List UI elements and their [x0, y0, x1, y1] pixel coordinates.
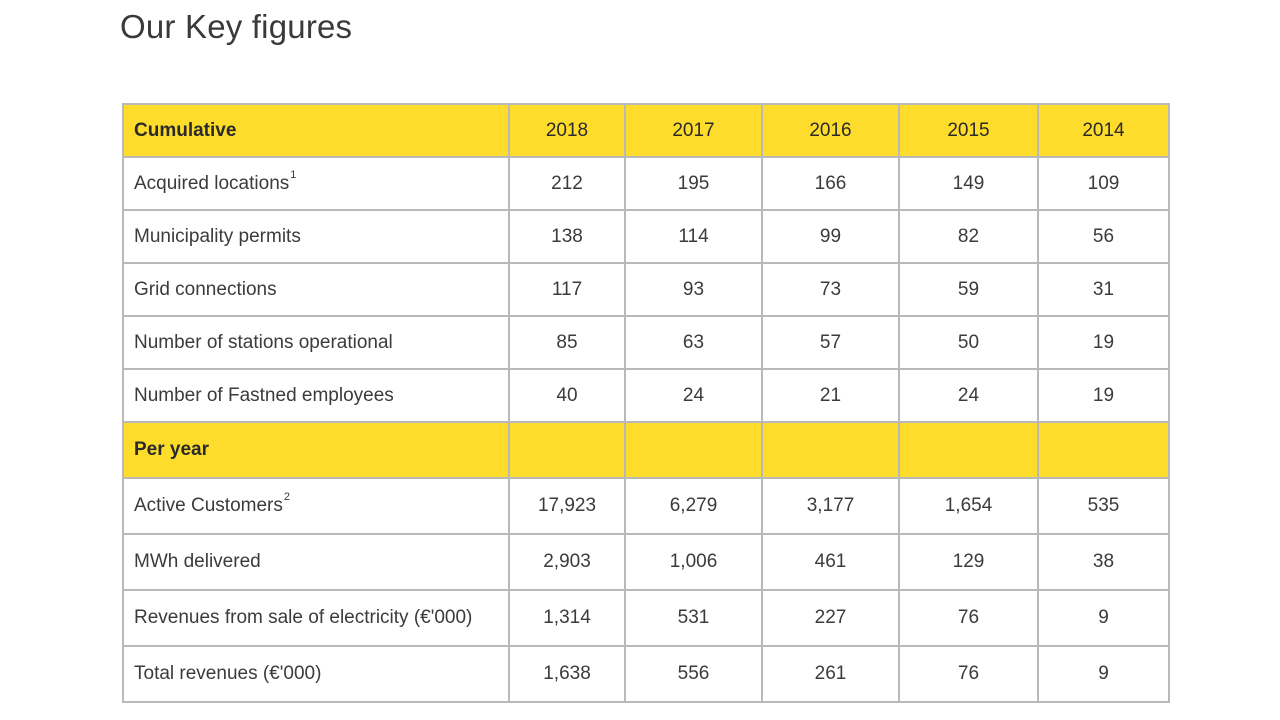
table-cell: 24 — [898, 368, 1039, 423]
table-row-active-customers: Active Customers2 17,923 6,279 3,177 1,6… — [122, 477, 1170, 535]
year-header: 2016 — [761, 103, 900, 158]
table-cell: 1,654 — [898, 477, 1039, 535]
table-cell: 59 — [898, 262, 1039, 317]
row-label: Municipality permits — [122, 209, 510, 264]
key-figures-table: Cumulative 2018 2017 2016 2015 2014 Acqu… — [122, 103, 1170, 703]
row-label: Active Customers — [134, 495, 283, 516]
table-cell: 129 — [898, 533, 1039, 591]
row-label: Acquired locations — [134, 172, 290, 194]
table-cell: 9 — [1037, 645, 1170, 703]
table-cell: 195 — [624, 156, 763, 211]
table-cell: 556 — [624, 645, 763, 703]
row-label-cell: Acquired locations1 — [122, 156, 510, 211]
row-label-cell: Active Customers2 — [122, 477, 510, 535]
table-cell: 17,923 — [508, 477, 626, 535]
table-row-grid-connections: Grid connections 117 93 73 59 31 — [122, 262, 1170, 317]
footnote-marker: 2 — [283, 491, 290, 503]
table-cell — [1037, 421, 1170, 479]
table-cell: 2,903 — [508, 533, 626, 591]
table-cell: 57 — [761, 315, 900, 370]
row-label: Revenues from sale of electricity (€'000… — [122, 589, 510, 647]
page-title: Our Key figures — [120, 8, 353, 45]
table-row-employees: Number of Fastned employees 40 24 21 24 … — [122, 368, 1170, 423]
table-row-municipality-permits: Municipality permits 138 114 99 82 56 — [122, 209, 1170, 264]
table-row-mwh-delivered: MWh delivered 2,903 1,006 461 129 38 — [122, 533, 1170, 591]
table-cell: 138 — [508, 209, 626, 264]
table-cell: 114 — [624, 209, 763, 264]
table-cell: 117 — [508, 262, 626, 317]
table-row-total-revenues: Total revenues (€'000) 1,638 556 261 76 … — [122, 645, 1170, 703]
table-cell: 19 — [1037, 315, 1170, 370]
year-header: 2018 — [508, 103, 626, 158]
section-label-per-year: Per year — [122, 421, 510, 479]
table-cell: 85 — [508, 315, 626, 370]
table-cell: 24 — [624, 368, 763, 423]
year-header: 2014 — [1037, 103, 1170, 158]
table-cell: 109 — [1037, 156, 1170, 211]
table-row-stations-operational: Number of stations operational 85 63 57 … — [122, 315, 1170, 370]
table-cell: 1,006 — [624, 533, 763, 591]
table-cell: 21 — [761, 368, 900, 423]
table-cell: 531 — [624, 589, 763, 647]
table-cell: 82 — [898, 209, 1039, 264]
table-row-acquired-locations: Acquired locations1 212 195 166 149 109 — [122, 156, 1170, 211]
table-cell: 40 — [508, 368, 626, 423]
table-header-row: Cumulative 2018 2017 2016 2015 2014 — [122, 103, 1170, 158]
table-cell: 3,177 — [761, 477, 900, 535]
table-cell: 99 — [761, 209, 900, 264]
row-label: Total revenues (€'000) — [122, 645, 510, 703]
footnote-marker: 1 — [290, 168, 297, 181]
table-cell: 76 — [898, 645, 1039, 703]
table-cell: 9 — [1037, 589, 1170, 647]
year-header: 2015 — [898, 103, 1039, 158]
table-cell: 261 — [761, 645, 900, 703]
table-cell: 6,279 — [624, 477, 763, 535]
table-cell: 1,638 — [508, 645, 626, 703]
row-label: MWh delivered — [122, 533, 510, 591]
table-cell: 56 — [1037, 209, 1170, 264]
table-cell: 149 — [898, 156, 1039, 211]
table-cell — [898, 421, 1039, 479]
row-label: Number of stations operational — [122, 315, 510, 370]
table-cell — [761, 421, 900, 479]
table-row-revenues-electricity: Revenues from sale of electricity (€'000… — [122, 589, 1170, 647]
table-cell: 76 — [898, 589, 1039, 647]
table-cell: 461 — [761, 533, 900, 591]
section-row-per-year: Per year — [122, 421, 1170, 479]
table-cell: 19 — [1037, 368, 1170, 423]
table-cell: 38 — [1037, 533, 1170, 591]
row-label: Number of Fastned employees — [122, 368, 510, 423]
table-cell: 212 — [508, 156, 626, 211]
table-cell: 93 — [624, 262, 763, 317]
table-cell: 535 — [1037, 477, 1170, 535]
table-cell: 166 — [761, 156, 900, 211]
table-cell: 63 — [624, 315, 763, 370]
table-cell: 31 — [1037, 262, 1170, 317]
table-cell — [624, 421, 763, 479]
section-label-cumulative: Cumulative — [122, 103, 510, 158]
table-cell: 1,314 — [508, 589, 626, 647]
table-cell: 73 — [761, 262, 900, 317]
row-label: Grid connections — [122, 262, 510, 317]
year-header: 2017 — [624, 103, 763, 158]
table-cell — [508, 421, 626, 479]
table-cell: 50 — [898, 315, 1039, 370]
table-cell: 227 — [761, 589, 900, 647]
